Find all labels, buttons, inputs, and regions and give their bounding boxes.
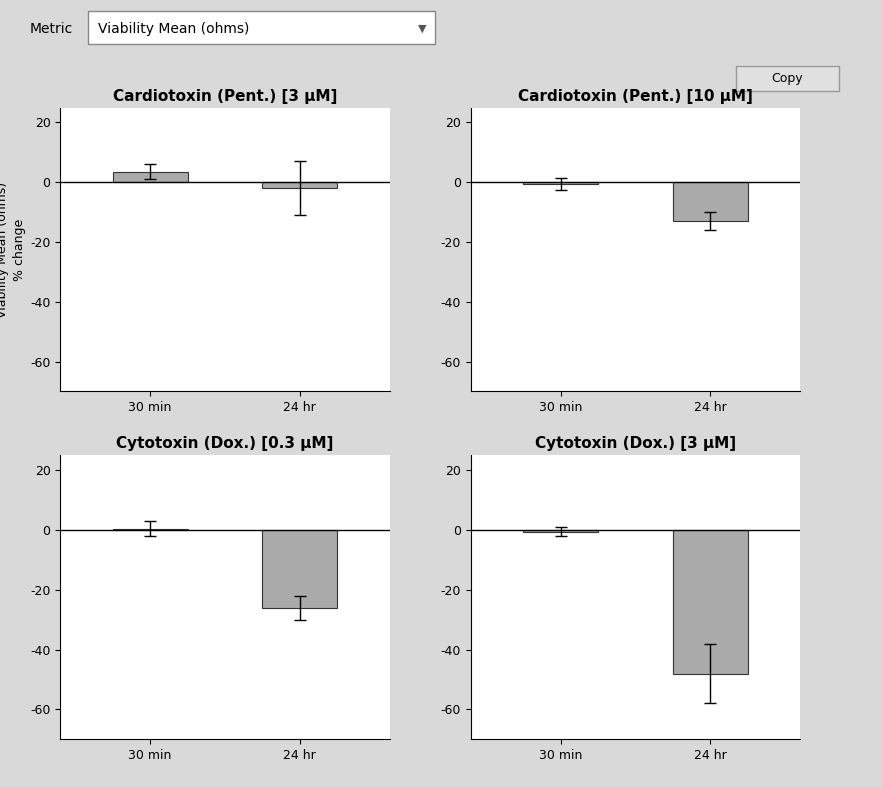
Bar bbox=[263, 530, 337, 608]
Bar bbox=[523, 530, 598, 531]
Bar bbox=[673, 183, 748, 221]
FancyBboxPatch shape bbox=[736, 65, 839, 91]
Text: ▼: ▼ bbox=[418, 24, 426, 34]
Title: Cytotoxin (Dox.) [0.3 μM]: Cytotoxin (Dox.) [0.3 μM] bbox=[116, 437, 333, 452]
Text: Copy: Copy bbox=[772, 72, 804, 85]
Bar bbox=[113, 172, 188, 183]
Title: Cardiotoxin (Pent.) [3 μM]: Cardiotoxin (Pent.) [3 μM] bbox=[113, 89, 337, 104]
Y-axis label: Viability Mean (ohms)
% change: Viability Mean (ohms) % change bbox=[0, 182, 26, 318]
FancyBboxPatch shape bbox=[88, 11, 435, 45]
Text: Viability Mean (ohms): Viability Mean (ohms) bbox=[98, 22, 250, 35]
Bar bbox=[263, 183, 337, 188]
Title: Cytotoxin (Dox.) [3 μM]: Cytotoxin (Dox.) [3 μM] bbox=[535, 437, 736, 452]
Title: Cardiotoxin (Pent.) [10 μM]: Cardiotoxin (Pent.) [10 μM] bbox=[519, 89, 753, 104]
Bar bbox=[113, 529, 188, 530]
Bar bbox=[673, 530, 748, 674]
Text: Metric: Metric bbox=[30, 22, 73, 35]
